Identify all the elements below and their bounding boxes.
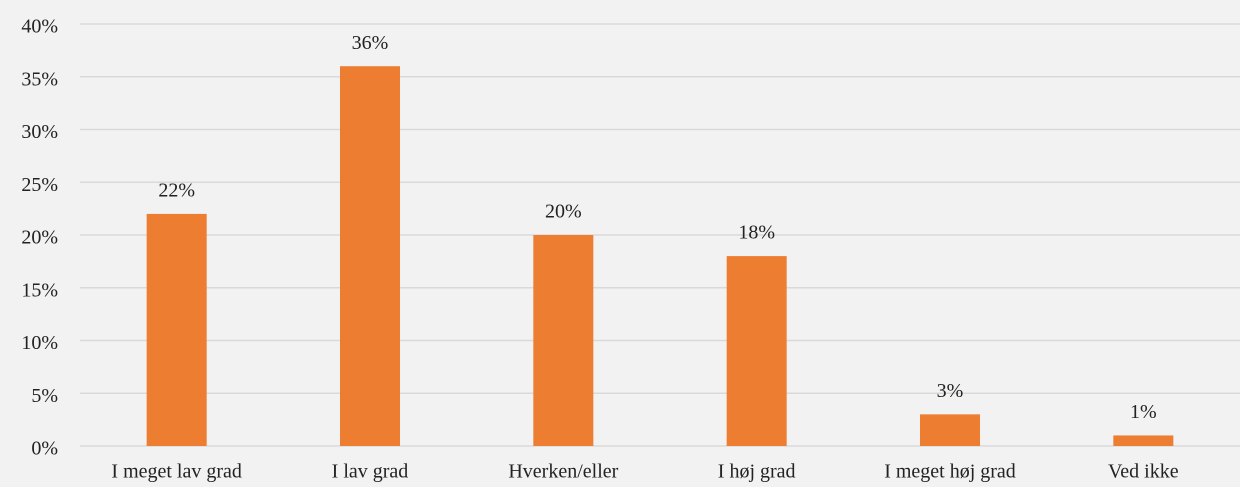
x-tick-label: Hverken/eller (508, 461, 618, 483)
x-tick-label: I meget høj grad (884, 461, 1016, 483)
y-tick-label: 0% (31, 438, 58, 460)
y-tick-label: 30% (21, 121, 58, 143)
y-tick-label: 5% (31, 385, 58, 407)
value-label: 3% (937, 380, 964, 402)
y-tick-label: 10% (21, 332, 58, 354)
bar (726, 256, 787, 446)
bar (533, 235, 594, 446)
value-label: 18% (738, 222, 775, 244)
value-label: 1% (1130, 401, 1157, 423)
value-label: 36% (352, 32, 389, 54)
bar (1113, 435, 1174, 446)
x-tick-label: I høj grad (718, 461, 796, 483)
x-tick-label: I lav grad (332, 461, 409, 483)
y-tick-label: 40% (21, 16, 58, 38)
y-tick-label: 20% (21, 227, 58, 249)
bar (920, 414, 980, 446)
value-label: 22% (158, 179, 195, 201)
bar (146, 213, 207, 446)
y-tick-label: 35% (21, 68, 58, 90)
x-tick-label: I meget lav grad (111, 461, 242, 483)
x-tick-label: Ved ikke (1108, 461, 1179, 483)
value-label: 20% (545, 201, 582, 223)
y-tick-label: 15% (21, 279, 58, 301)
bar (340, 66, 400, 446)
y-tick-label: 25% (21, 174, 58, 196)
